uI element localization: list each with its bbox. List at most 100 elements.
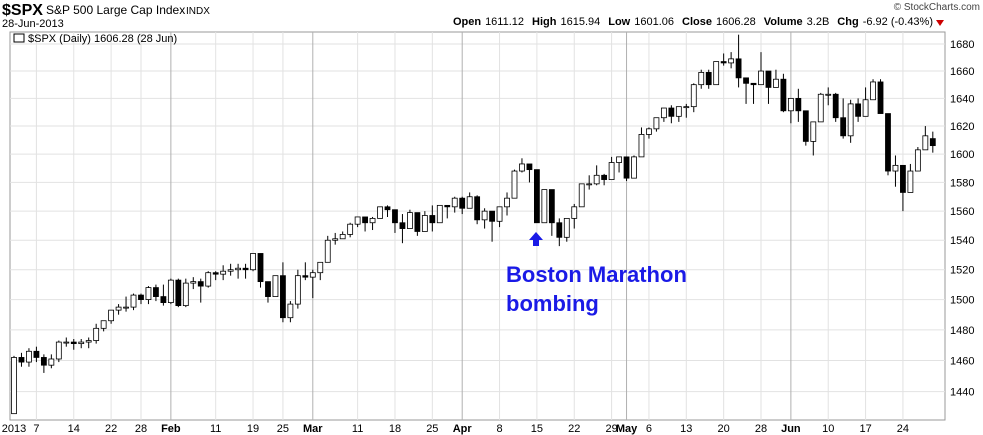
y-tick-label: 1540 [950,235,974,247]
candle-body [832,93,839,119]
x-tick-label: 15 [531,423,543,435]
candle-body [160,296,167,303]
x-tick-label: Feb [161,423,181,435]
candle-body [758,70,764,86]
candle-body [877,81,884,114]
candle-body [787,97,794,112]
candle-body [601,174,608,180]
candle-body [556,222,563,238]
candle-body [773,78,779,88]
y-tick-label: 1620 [950,121,974,133]
y-tick-label: 1600 [950,149,974,161]
candle-body [586,183,593,186]
candle-body [354,216,361,225]
quote-label: Chg [837,16,858,28]
quote-value: -6.92 (-0.43%) [863,16,933,28]
x-tick-label: 25 [426,423,438,435]
candle-body [765,70,772,88]
candle-body [138,294,144,300]
x-tick-label: 28 [135,423,147,435]
candle-body [929,138,936,147]
candle-body [489,210,495,222]
candle-body [294,275,301,305]
x-tick-label: 24 [897,423,909,435]
candle-body [407,212,413,229]
candle-body [362,216,368,224]
candle-body [167,279,174,303]
x-tick-label: 13 [680,423,692,435]
candle-body [309,272,316,278]
candle-body [743,77,749,84]
candle-body [130,294,137,308]
legend-icon [13,33,25,43]
x-tick-label: Apr [453,423,473,435]
candle-body [436,204,443,224]
candle-body [713,61,720,86]
quote-value: 1601.06 [634,16,674,28]
candle-body [511,170,518,199]
candle-body [638,134,645,158]
candle-body [257,253,264,283]
candle-body [466,196,473,209]
symbol: $SPX [2,2,43,19]
quote-value: 1611.12 [485,16,524,28]
y-tick-label: 1640 [950,93,974,105]
candle-body [205,272,212,287]
candle-body [182,282,189,307]
candle-body [855,103,862,117]
candle-body [197,281,204,287]
candle-body [862,99,869,117]
candle-body [48,358,55,366]
change-icon [936,20,944,26]
candle-body [900,164,906,193]
x-tick-label: 11 [210,423,221,435]
annotation-arrow [529,232,543,246]
candle-body [85,340,92,343]
annotation: Boston Marathon [506,262,687,287]
candle-body [750,82,757,86]
candle-body [698,72,705,86]
candle-body [265,281,271,297]
candle-body [646,128,652,135]
candle-body [660,107,667,119]
candle-body [33,350,40,358]
candle-body [235,267,242,271]
quote-value: 1615.94 [560,16,600,28]
candle-body [810,121,817,142]
candle-body [153,287,159,297]
candle-body [780,78,787,112]
quote-label: Close [682,16,712,28]
candle-body [220,270,227,275]
candle-body [227,269,234,272]
candle-body [608,162,615,180]
x-tick-label: 6 [646,423,652,435]
x-tick-label: 20 [718,423,730,435]
candle-body [339,233,346,240]
candle-body [444,204,451,208]
candle-body [11,357,17,415]
candle-body [392,209,398,224]
candle-body [541,189,548,224]
candle-body [459,197,466,209]
x-tick-label: May [616,423,638,435]
candle-body [429,215,436,224]
y-tick-label: 1660 [950,66,974,78]
candle-body [802,110,809,142]
x-tick-label: Jun [781,423,801,435]
x-tick-label: 22 [568,423,580,435]
candle-body [534,169,540,224]
candle-body [399,222,406,229]
quote-label: Low [608,16,630,28]
candle-body [840,117,847,137]
x-tick-label: 8 [496,423,502,435]
plot-area [9,31,946,421]
x-tick-label: 2013 [2,423,26,435]
quote-value: 1606.28 [716,16,756,28]
x-tick-label: 7 [33,423,39,435]
candle-body [302,275,309,278]
candle-body [421,215,428,232]
candle-body [115,306,122,311]
candle-body [720,61,727,64]
candle-body [123,306,129,309]
